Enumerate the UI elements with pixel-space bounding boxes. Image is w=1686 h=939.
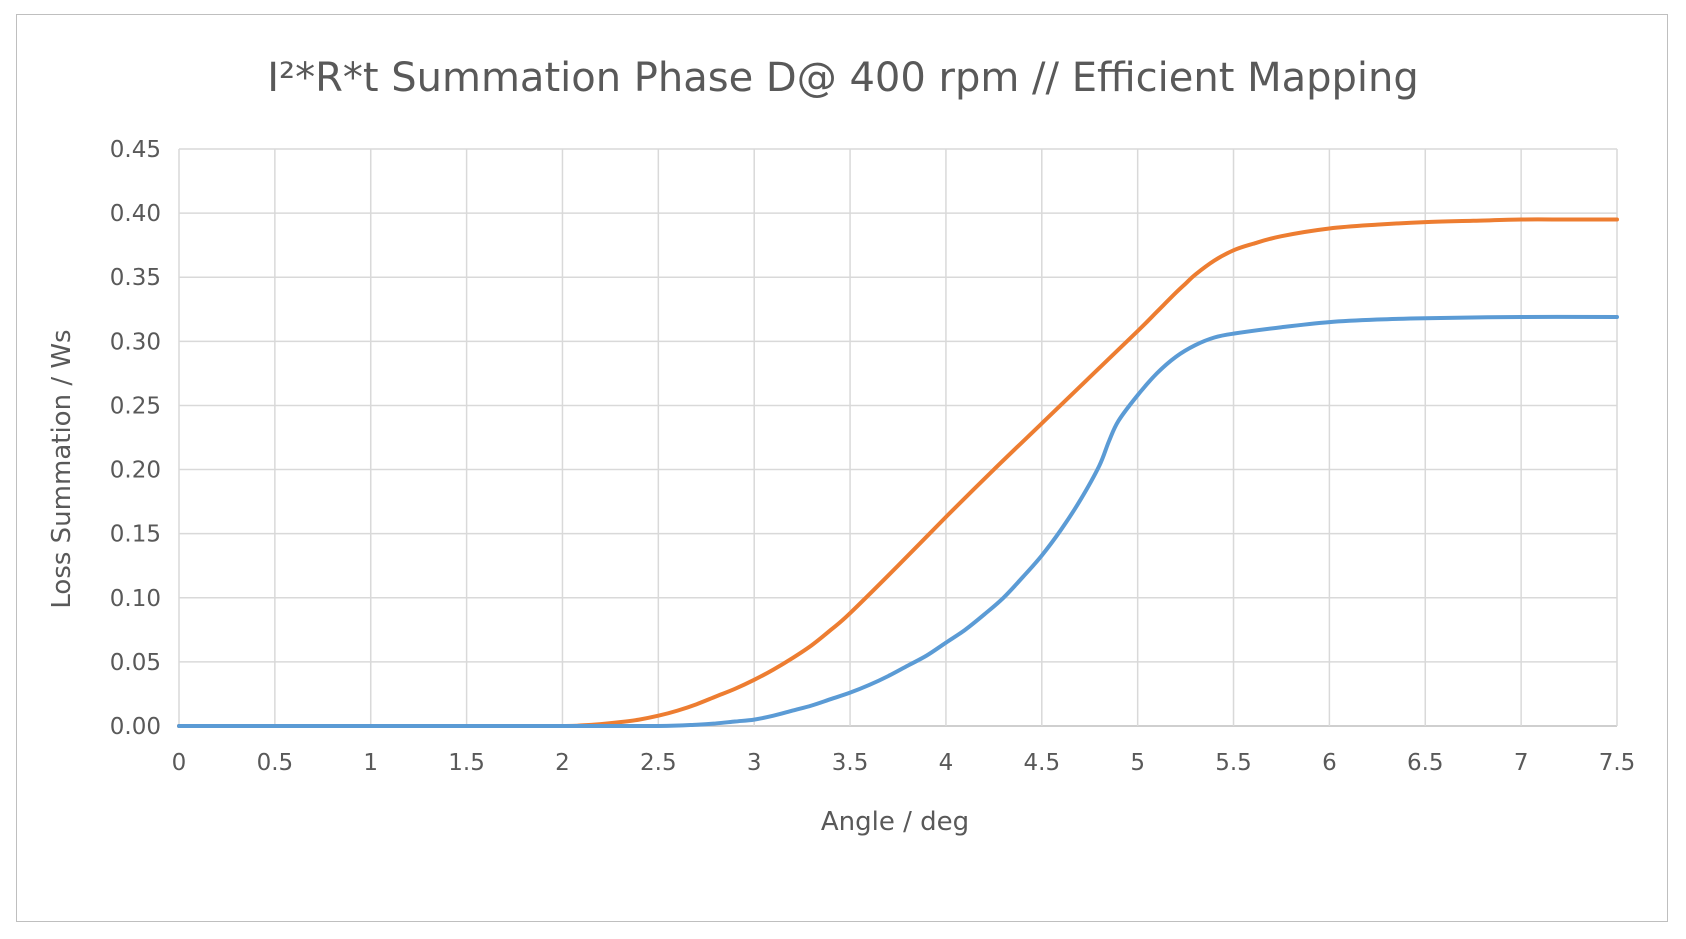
x-tick-label: 2 bbox=[555, 750, 570, 776]
y-tick-label: 0.10 bbox=[110, 586, 161, 612]
series-group bbox=[177, 217, 1619, 729]
x-tick-label: 1.5 bbox=[448, 750, 485, 776]
x-tick-label: 4 bbox=[939, 750, 954, 776]
x-tick-label: 2.5 bbox=[640, 750, 677, 776]
x-tick-label: 6.5 bbox=[1407, 750, 1444, 776]
x-tick-label: 3 bbox=[747, 750, 762, 776]
x-tick-label: 1 bbox=[363, 750, 378, 776]
x-tick-label: 5.5 bbox=[1215, 750, 1252, 776]
y-tick-label: 0.35 bbox=[110, 265, 161, 291]
y-tick-label: 0.45 bbox=[110, 137, 161, 163]
y-tick-label: 0.05 bbox=[110, 650, 161, 676]
chart-title: I²*R*t Summation Phase D@ 400 rpm // Eff… bbox=[267, 55, 1419, 101]
x-tick-label: 6 bbox=[1322, 750, 1337, 776]
x-tick-label: 7.5 bbox=[1599, 750, 1636, 776]
y-tick-label: 0.25 bbox=[110, 393, 161, 419]
y-tick-label: 0.20 bbox=[110, 458, 161, 484]
y-axis-ticks: 0.00 0.05 0.10 0.15 0.20 0.25 0.30 0.35 0.40 0.45 bbox=[110, 137, 161, 740]
x-axis-label: Angle / deg bbox=[821, 807, 969, 837]
y-tick-label: 0.15 bbox=[110, 522, 161, 548]
series-line-2 bbox=[177, 314, 1619, 729]
grid bbox=[178, 148, 1618, 727]
x-tick-label: 4.5 bbox=[1024, 750, 1061, 776]
x-axis-ticks: 0 0.5 1 1.5 2 2.5 3 3.5 4 4.5 5 5.5 6 6.5 7 7.5 bbox=[172, 750, 1636, 776]
x-tick-label: 3.5 bbox=[832, 750, 869, 776]
y-tick-label: 0.40 bbox=[110, 201, 161, 227]
y-tick-label: 0.30 bbox=[110, 329, 161, 355]
x-tick-label: 0 bbox=[172, 750, 187, 776]
chart-frame bbox=[16, 14, 1668, 922]
series-line-1 bbox=[177, 217, 1619, 729]
y-axis-label: Loss Summation / Ws bbox=[47, 329, 77, 608]
x-tick-label: 7 bbox=[1514, 750, 1529, 776]
y-tick-label: 0.00 bbox=[110, 714, 161, 740]
x-tick-label: 0.5 bbox=[257, 750, 294, 776]
x-tick-label: 5 bbox=[1130, 750, 1145, 776]
